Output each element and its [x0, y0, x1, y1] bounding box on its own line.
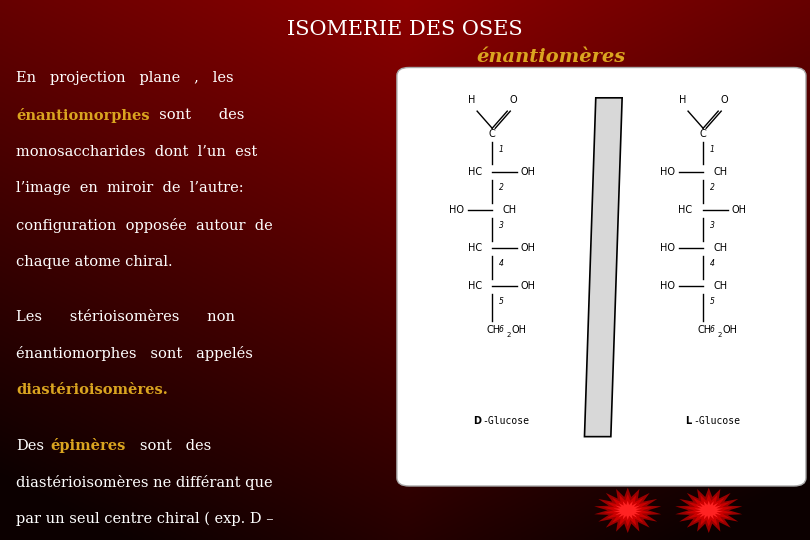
Text: 5: 5	[710, 297, 714, 306]
Polygon shape	[694, 501, 723, 520]
Text: HO: HO	[660, 167, 675, 177]
Text: L: L	[685, 416, 692, 427]
Text: HC: HC	[679, 205, 693, 215]
Text: sont   des: sont des	[126, 438, 211, 453]
Text: O: O	[720, 96, 727, 105]
Text: chaque atome chiral.: chaque atome chiral.	[16, 255, 173, 269]
Text: D: D	[473, 416, 481, 427]
Text: CH: CH	[714, 243, 728, 253]
Text: HC: HC	[467, 167, 482, 177]
Text: CH: CH	[487, 325, 501, 335]
Text: sont      des: sont des	[136, 108, 245, 122]
Text: diastérioisomères.: diastérioisomères.	[16, 383, 168, 397]
Text: HC: HC	[467, 243, 482, 253]
Text: monosaccharides  dont  l’un  est: monosaccharides dont l’un est	[16, 145, 258, 159]
Text: HC: HC	[467, 281, 482, 291]
Text: OH: OH	[521, 167, 535, 177]
Text: 2: 2	[717, 332, 722, 338]
Text: Des: Des	[16, 438, 45, 453]
Text: 6: 6	[710, 326, 714, 334]
Text: -Glucose: -Glucose	[483, 416, 530, 427]
Text: HO: HO	[449, 205, 464, 215]
Text: O: O	[509, 96, 517, 105]
Text: HO: HO	[660, 281, 675, 291]
Text: 3: 3	[499, 221, 504, 230]
Polygon shape	[613, 501, 642, 520]
Text: OH: OH	[521, 281, 535, 291]
Polygon shape	[595, 488, 661, 533]
Text: 2: 2	[499, 183, 504, 192]
Text: énantiomères: énantiomères	[476, 48, 625, 66]
Text: CH: CH	[697, 325, 712, 335]
Polygon shape	[585, 98, 622, 437]
Polygon shape	[603, 494, 652, 526]
Text: 2: 2	[506, 332, 510, 338]
Text: 6: 6	[499, 326, 504, 334]
Text: HO: HO	[660, 243, 675, 253]
Text: OH: OH	[512, 325, 526, 335]
Text: Les      stérioisomères      non: Les stérioisomères non	[16, 310, 235, 324]
Text: En   projection   plane   ,   les: En projection plane , les	[16, 71, 234, 85]
Text: C: C	[700, 129, 706, 139]
FancyBboxPatch shape	[397, 68, 806, 486]
Text: OH: OH	[731, 205, 746, 215]
Text: OH: OH	[723, 325, 738, 335]
Text: 2: 2	[710, 183, 714, 192]
Text: l’image  en  miroir  de  l’autre:: l’image en miroir de l’autre:	[16, 181, 244, 195]
Text: énantiomorphes: énantiomorphes	[16, 107, 150, 123]
Text: configuration  opposée  autour  de: configuration opposée autour de	[16, 218, 273, 233]
Text: OH: OH	[521, 243, 535, 253]
Text: 4: 4	[499, 259, 504, 268]
Text: diastérioisomères ne différant que: diastérioisomères ne différant que	[16, 475, 273, 490]
Text: 5: 5	[499, 297, 504, 306]
Polygon shape	[676, 488, 742, 533]
Text: 4: 4	[710, 259, 714, 268]
Text: C: C	[488, 129, 496, 139]
Text: H: H	[679, 96, 686, 105]
Text: -Glucose: -Glucose	[693, 416, 740, 427]
Text: épimères: épimères	[50, 438, 126, 453]
Text: 1: 1	[710, 145, 714, 154]
Text: H: H	[468, 96, 475, 105]
Text: 1: 1	[499, 145, 504, 154]
Text: CH: CH	[503, 205, 517, 215]
Text: CH: CH	[714, 167, 728, 177]
Text: CH: CH	[714, 281, 728, 291]
Polygon shape	[684, 494, 733, 526]
Text: par un seul centre chiral ( exp. D –: par un seul centre chiral ( exp. D –	[16, 512, 274, 526]
Text: 3: 3	[710, 221, 714, 230]
Text: ISOMERIE DES OSES: ISOMERIE DES OSES	[288, 20, 522, 39]
Text: énantiomorphes   sont   appelés: énantiomorphes sont appelés	[16, 346, 253, 361]
